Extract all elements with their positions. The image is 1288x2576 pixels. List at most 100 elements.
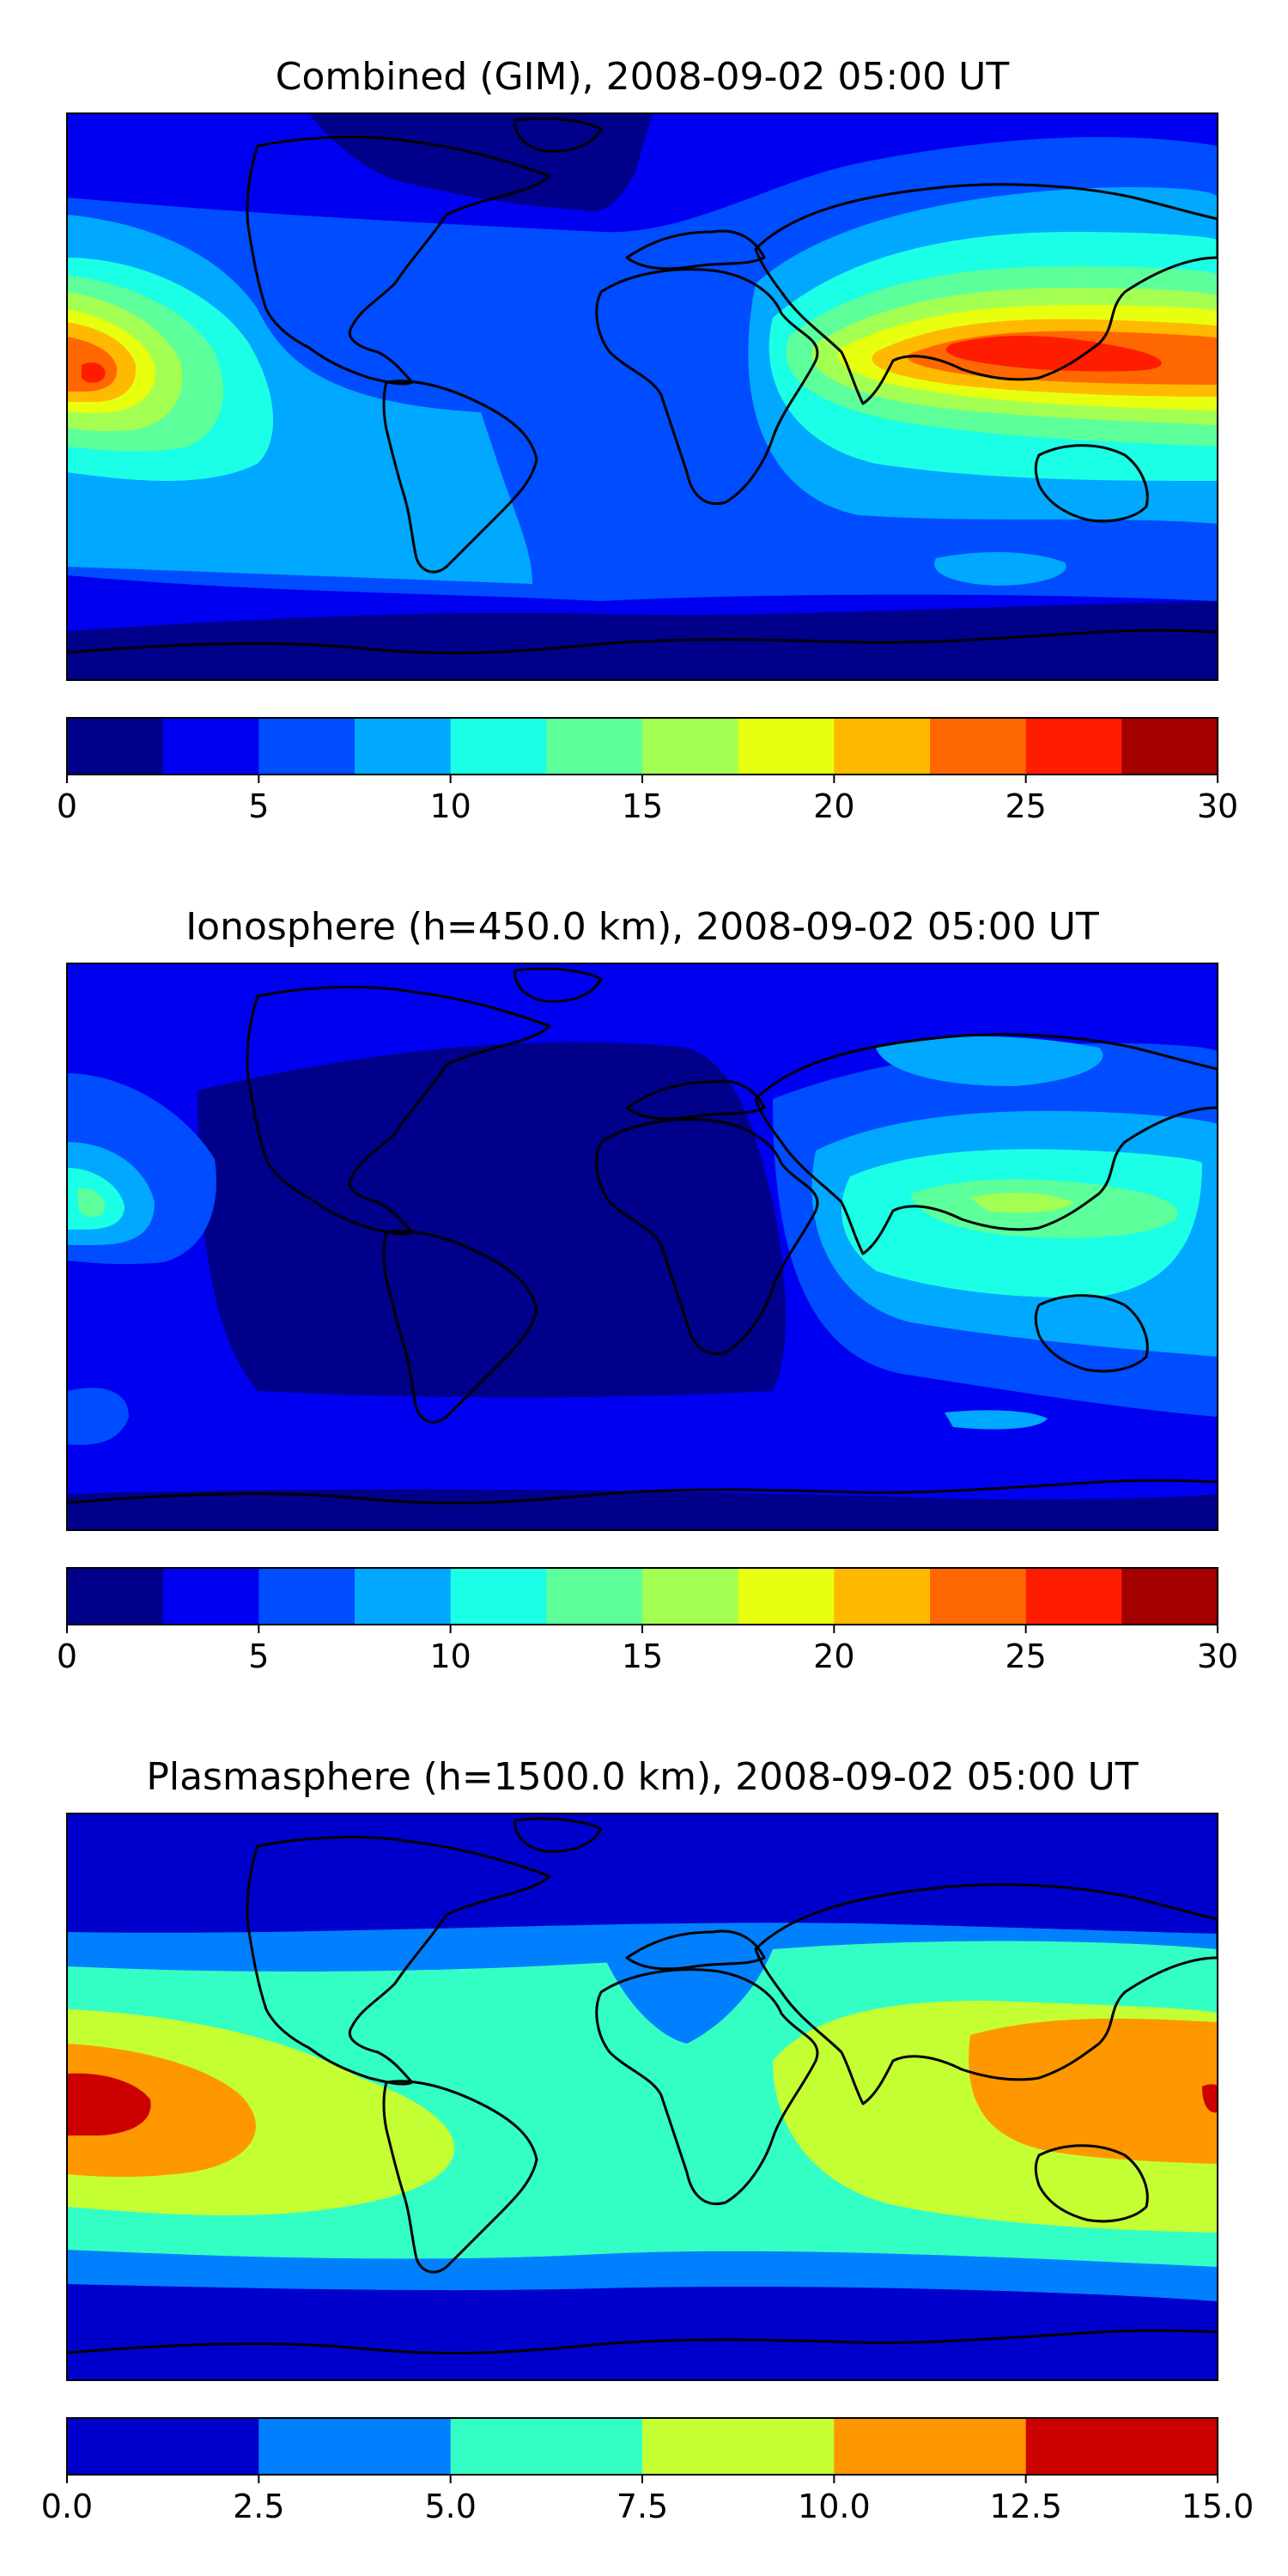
colorbar-cell	[738, 718, 835, 775]
colorbar-cell	[1025, 718, 1122, 775]
colorbar-tick-label: 5	[248, 787, 269, 825]
chart-title: Plasmasphere (h=1500.0 km), 2008-09-02 0…	[146, 1755, 1138, 1799]
coastline-australia	[1034, 2144, 1149, 2223]
contour-level-10	[82, 362, 106, 383]
panel-combined: Combined (GIM), 2008-09-02 05:00 UT	[57, 55, 1238, 825]
coastline-greenland	[513, 1817, 603, 1853]
coastlines	[67, 1817, 1218, 2354]
contour-level-5	[67, 2073, 151, 2136]
colorbar-tick-label: 10	[429, 787, 471, 825]
coastline-antarctica	[67, 629, 1218, 654]
chart-title: Combined (GIM), 2008-09-02 05:00 UT	[276, 55, 1010, 99]
colorbar-cell	[162, 1568, 259, 1625]
colorbar-tick-label: 25	[1005, 787, 1046, 825]
contour-map	[67, 963, 1218, 1530]
colorbar-cell	[834, 2418, 1027, 2475]
coastline-europe	[625, 229, 766, 270]
colorbar-tick-label: 0	[57, 787, 77, 825]
colorbar-cell	[1025, 1568, 1122, 1625]
colorbar-tick-label: 15.0	[1182, 2488, 1255, 2525]
coastline-europe	[625, 1929, 766, 1971]
coastline-antarctica	[67, 1479, 1218, 1504]
colorbar-cell	[258, 1568, 355, 1625]
colorbar-cell	[355, 718, 452, 775]
coastline-europe	[625, 1079, 766, 1121]
coastline-greenland	[513, 967, 603, 1003]
coastline-australia	[1034, 1294, 1149, 1373]
colorbar-cell	[834, 1568, 931, 1625]
panel-ionosphere: Ionosphere (h=450.0 km), 2008-09-02 05:0…	[57, 905, 1238, 1675]
map-frame	[66, 1813, 1218, 2381]
colorbar-cell	[546, 1568, 643, 1625]
contour-fill	[67, 113, 1218, 680]
colorbar-cell	[642, 2418, 835, 2475]
colorbar-cell	[1025, 2418, 1218, 2475]
colorbar-cell	[738, 1568, 835, 1625]
coastlines	[67, 967, 1218, 1504]
coastlines	[67, 117, 1218, 654]
colorbar-cell	[258, 718, 355, 775]
coastline-north-america	[246, 986, 551, 1236]
coastline-asia	[754, 1033, 1218, 1255]
colorbar-tick-label: 30	[1197, 787, 1238, 825]
colorbar-cell	[67, 2418, 259, 2475]
colorbar-cell	[450, 1568, 547, 1625]
colorbar: 0.0 2.5 5.0 7.5 10.0 12.5 15.0	[41, 2417, 1255, 2525]
colorbar-cell	[258, 2418, 452, 2475]
contour-fill	[67, 1814, 1218, 2380]
coastline-africa	[595, 1968, 819, 2205]
contour-level-3	[876, 1036, 1103, 1086]
map-frame	[66, 112, 1218, 681]
colorbar-tick-label: 25	[1005, 1637, 1046, 1675]
contour-level-2	[67, 1388, 129, 1445]
colorbar-cell	[546, 718, 643, 775]
contour-level-3	[249, 519, 309, 543]
colorbar-cell	[930, 1568, 1027, 1625]
contour-level-3	[945, 1410, 1048, 1430]
map-frame	[66, 963, 1218, 1531]
coastline-greenland	[513, 117, 603, 153]
colorbar-tick-label: 5	[248, 1637, 269, 1675]
contour-map	[67, 113, 1218, 680]
colorbar-tick-label: 0	[57, 1637, 77, 1675]
contour-level-4	[67, 2044, 256, 2178]
colorbar-cell	[1121, 1568, 1218, 1625]
colorbar-cell	[355, 1568, 452, 1625]
colorbar-tick-label: 10.0	[798, 2488, 871, 2525]
coastline-australia	[1034, 444, 1149, 523]
colorbar-tick-label: 2.5	[233, 2488, 284, 2525]
contour-level-10	[945, 335, 1162, 372]
coastline-south-america	[382, 380, 538, 574]
coastline-africa	[595, 1118, 819, 1355]
contour-level-5	[77, 1188, 106, 1218]
contour-fill	[67, 963, 1218, 1530]
coastline-north-america	[246, 1836, 551, 2086]
colorbar-cell	[450, 2418, 643, 2475]
contour-level-0	[197, 1042, 786, 1398]
colorbar-cell	[834, 718, 931, 775]
coastline-south-america	[382, 1230, 538, 1424]
colorbar-cell	[930, 718, 1027, 775]
coastline-antarctica	[67, 2329, 1218, 2354]
colorbar-cell	[1121, 718, 1218, 775]
colorbar-tick-label: 10	[429, 1637, 471, 1675]
panel-plasmasphere: Plasmasphere (h=1500.0 km), 2008-09-02 0…	[41, 1755, 1255, 2525]
colorbar-tick-label: 15	[622, 787, 663, 825]
colorbar-cell	[67, 1568, 164, 1625]
colorbar: 0 5 10 15 20 25 30	[57, 717, 1238, 825]
colorbar-tick-label: 5.0	[424, 2488, 476, 2525]
coastline-south-america	[382, 2080, 538, 2274]
colorbar-tick-label: 30	[1197, 1637, 1238, 1675]
colorbar-tick-label: 7.5	[617, 2488, 668, 2525]
contour-level-6	[970, 1192, 1073, 1213]
contour-level-0	[67, 1489, 1218, 1530]
colorbar-tick-label: 20	[813, 1637, 854, 1675]
colorbar-cell	[450, 718, 547, 775]
contour-level-3	[934, 552, 1066, 586]
colorbar-cell	[162, 718, 259, 775]
colorbar-tick-label: 0.0	[41, 2488, 93, 2525]
coastline-africa	[595, 268, 819, 505]
colorbar-cell	[642, 718, 739, 775]
contour-level-0	[309, 113, 653, 212]
